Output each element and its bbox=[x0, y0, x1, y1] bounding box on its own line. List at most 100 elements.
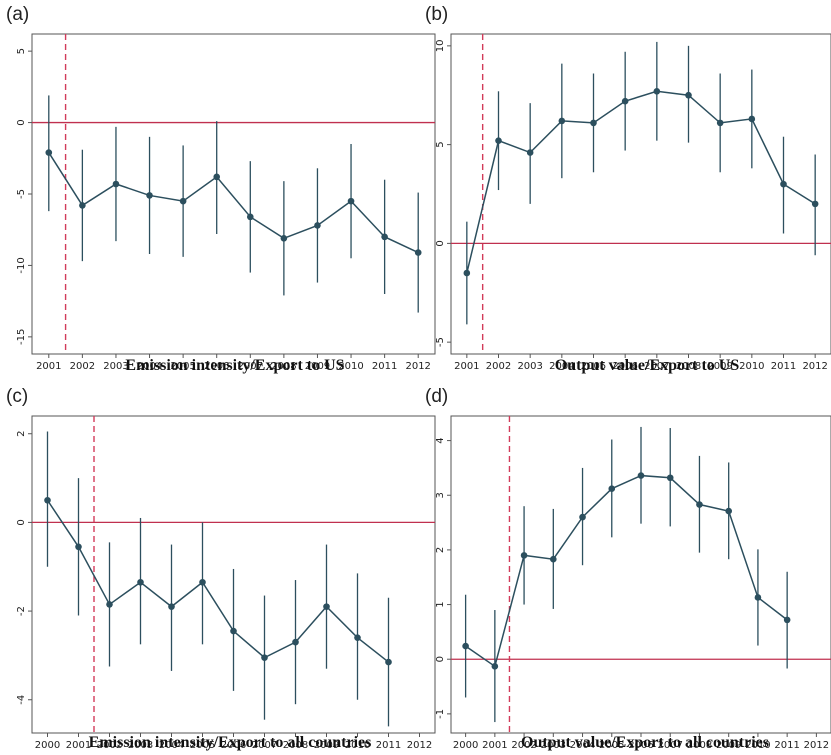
x-tick-label: 2004 bbox=[570, 740, 595, 751]
x-tick-label: 2000 bbox=[453, 740, 478, 751]
y-tick-label: -15 bbox=[16, 329, 27, 345]
data-point bbox=[491, 663, 499, 670]
x-tick-label: 2011 bbox=[372, 361, 397, 372]
panel-label: (c) bbox=[6, 386, 29, 407]
data-point bbox=[748, 115, 756, 123]
y-tick-label: 1 bbox=[435, 601, 446, 607]
y-tick-label: -5 bbox=[435, 337, 446, 347]
x-tick-label: 2010 bbox=[338, 361, 363, 372]
data-point bbox=[230, 627, 237, 635]
x-tick-label: 2002 bbox=[511, 740, 536, 751]
plot-frame bbox=[450, 33, 831, 355]
data-point bbox=[495, 137, 502, 144]
data-point bbox=[146, 192, 153, 199]
y-tick-label: 0 bbox=[435, 656, 446, 662]
y-tick-label: 5 bbox=[16, 48, 27, 54]
data-point bbox=[696, 501, 703, 508]
x-tick-label: 2012 bbox=[405, 361, 430, 372]
x-tick-label: 2001 bbox=[482, 740, 507, 751]
data-point bbox=[179, 197, 187, 205]
y-tick-label: -2 bbox=[16, 606, 27, 616]
x-tick-label: 2011 bbox=[376, 740, 401, 751]
data-point bbox=[590, 119, 597, 127]
x-tick-label: 2012 bbox=[802, 361, 827, 372]
data-point bbox=[579, 513, 586, 521]
y-tick-label: 0 bbox=[435, 240, 446, 246]
x-tick-label: 2008 bbox=[676, 361, 701, 372]
data-point bbox=[414, 249, 422, 256]
data-point bbox=[314, 222, 321, 229]
x-tick-label: 2009 bbox=[314, 740, 339, 751]
data-point bbox=[666, 474, 674, 482]
x-tick-label: 2009 bbox=[305, 361, 330, 372]
data-point bbox=[811, 200, 819, 208]
chart-title: Emission intensity/Export to US bbox=[125, 357, 345, 374]
data-point bbox=[558, 117, 566, 125]
data-point bbox=[75, 543, 82, 551]
data-point bbox=[653, 87, 661, 95]
x-tick-label: 2005 bbox=[170, 361, 195, 372]
panel-label: (a) bbox=[6, 4, 30, 25]
x-tick-label: 2010 bbox=[745, 740, 770, 751]
data-point bbox=[323, 603, 330, 610]
data-point bbox=[213, 173, 221, 181]
chart-title: Emission intensity/Export to all countri… bbox=[88, 734, 372, 751]
y-tick-label: 4 bbox=[435, 437, 446, 443]
x-tick-label: 2002 bbox=[70, 361, 95, 372]
x-tick-label: 2000 bbox=[35, 740, 60, 751]
data-point bbox=[780, 180, 787, 188]
data-point bbox=[637, 472, 645, 479]
x-tick-label: 2003 bbox=[103, 361, 128, 372]
x-tick-label: 2004 bbox=[137, 361, 162, 372]
data-point bbox=[685, 91, 692, 99]
y-tick-label: 2 bbox=[16, 431, 27, 437]
y-tick-label: 2 bbox=[435, 547, 446, 553]
x-tick-label: 2006 bbox=[628, 740, 653, 751]
x-tick-label: 2005 bbox=[581, 361, 606, 372]
series-line bbox=[46, 499, 389, 663]
x-tick-label: 2006 bbox=[221, 740, 246, 751]
chart-title: Output value/Export to all countries bbox=[520, 734, 770, 751]
series-line bbox=[465, 474, 788, 668]
data-point bbox=[381, 233, 388, 241]
y-tick-label: -5 bbox=[16, 189, 27, 199]
x-tick-label: 2007 bbox=[658, 740, 683, 751]
x-tick-label: 2003 bbox=[541, 740, 566, 751]
x-tick-label: 2010 bbox=[739, 361, 764, 372]
x-tick-label: 2009 bbox=[716, 740, 741, 751]
data-point bbox=[608, 485, 616, 492]
x-tick-label: 2003 bbox=[128, 740, 153, 751]
data-point bbox=[462, 642, 469, 650]
x-tick-label: 2011 bbox=[774, 740, 799, 751]
panel-label: (b) bbox=[425, 4, 449, 25]
data-point bbox=[79, 202, 86, 209]
data-point bbox=[168, 603, 175, 610]
x-tick-label: 2001 bbox=[454, 361, 479, 372]
data-point bbox=[45, 149, 53, 156]
x-tick-label: 2010 bbox=[345, 740, 370, 751]
data-point bbox=[725, 507, 732, 515]
data-point bbox=[716, 119, 724, 127]
y-tick-label: -4 bbox=[16, 695, 27, 705]
data-point bbox=[621, 97, 629, 105]
x-tick-label: 2011 bbox=[771, 361, 796, 372]
series-line bbox=[466, 90, 816, 274]
data-point bbox=[385, 658, 392, 666]
x-tick-label: 2002 bbox=[486, 361, 511, 372]
data-point bbox=[44, 496, 51, 504]
x-tick-label: 2012 bbox=[407, 740, 432, 751]
data-point bbox=[292, 638, 299, 646]
y-tick-label: 0 bbox=[16, 519, 27, 525]
data-point bbox=[526, 149, 534, 156]
data-point bbox=[354, 634, 361, 641]
x-tick-label: 2009 bbox=[707, 361, 732, 372]
y-tick-label: 3 bbox=[435, 492, 446, 498]
x-tick-label: 2007 bbox=[238, 361, 263, 372]
x-tick-label: 2001 bbox=[36, 361, 61, 372]
x-tick-label: 2008 bbox=[271, 361, 296, 372]
y-tick-label: 10 bbox=[435, 39, 446, 52]
x-tick-label: 2003 bbox=[517, 361, 542, 372]
